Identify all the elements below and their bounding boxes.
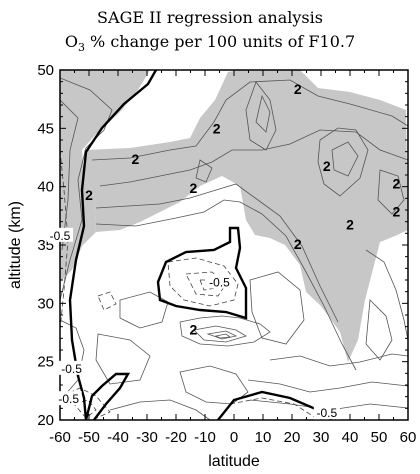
x-tick-label: 30 <box>313 429 330 446</box>
x-tick-label: -60 <box>49 429 71 446</box>
y-tick-label: 50 <box>37 62 54 79</box>
x-tick-label: -40 <box>107 429 129 446</box>
x-tick-label: -30 <box>136 429 158 446</box>
x-tick-label: 20 <box>284 429 301 446</box>
x-tick-label: 40 <box>342 429 359 446</box>
x-axis-label: latitude <box>208 453 260 470</box>
contour-label: 2 <box>393 204 401 220</box>
x-tick-label: 0 <box>230 429 238 446</box>
y-tick-label: 20 <box>37 412 54 429</box>
contour-label-bg <box>313 405 340 420</box>
x-tick-label: -20 <box>165 429 187 446</box>
contour-label-bg <box>55 391 82 406</box>
shaded-region <box>84 70 408 362</box>
subtitle-subscript: 3 <box>77 41 85 55</box>
y-tick-label: 25 <box>37 354 54 371</box>
chart-subtitle: O3 % change per 100 units of F10.7 <box>0 32 420 54</box>
subtitle-rest: % change per 100 units of F10.7 <box>84 32 356 51</box>
contour-label-bg <box>47 227 73 242</box>
contour-label: 2 <box>294 236 302 252</box>
contour-label: -0.5 <box>61 362 82 376</box>
contour-label: -0.5 <box>50 229 71 243</box>
y-tick-label: 45 <box>37 120 54 137</box>
contour-label: 2 <box>346 216 354 232</box>
x-tick-label: 60 <box>400 429 417 446</box>
plot-area <box>60 70 408 420</box>
contour-label: -0.5 <box>58 392 79 406</box>
subtitle-prefix: O <box>64 32 78 51</box>
x-tick-label: -50 <box>78 429 100 446</box>
contour-label: 2 <box>190 321 198 337</box>
contour-label: 2 <box>190 180 198 196</box>
contour-label: -0.5 <box>316 406 337 420</box>
contour-label: 2 <box>213 121 221 137</box>
contour-label: 2 <box>393 176 401 192</box>
contour-labels: 2 2 2 2 2 2 2 2 2 2 2 -0.5 -0.5 -0.5 -0.5 -0.5 <box>47 81 401 420</box>
y-tick-label: 40 <box>37 179 54 196</box>
x-tick-label: -10 <box>194 429 216 446</box>
contour-label: 2 <box>323 158 331 174</box>
chart-title: SAGE II regression analysis <box>97 8 323 27</box>
contour-label: 2 <box>294 81 302 97</box>
contour-label: 2 <box>85 187 93 203</box>
axis-ticks: -60 -50 -40 -30 -20 -10 0 10 20 30 40 50 60202530354… <box>37 62 416 446</box>
contour-label-bg <box>206 274 233 289</box>
solid-contours <box>60 77 408 420</box>
contour-label: -0.5 <box>209 276 230 290</box>
contour-label-bg <box>58 360 85 375</box>
x-tick-label: 50 <box>371 429 388 446</box>
x-tick-label: 10 <box>255 429 272 446</box>
contour-label: 2 <box>132 151 140 167</box>
y-axis-label: altitude (km) <box>7 201 24 289</box>
y-tick-label: 30 <box>37 295 54 312</box>
